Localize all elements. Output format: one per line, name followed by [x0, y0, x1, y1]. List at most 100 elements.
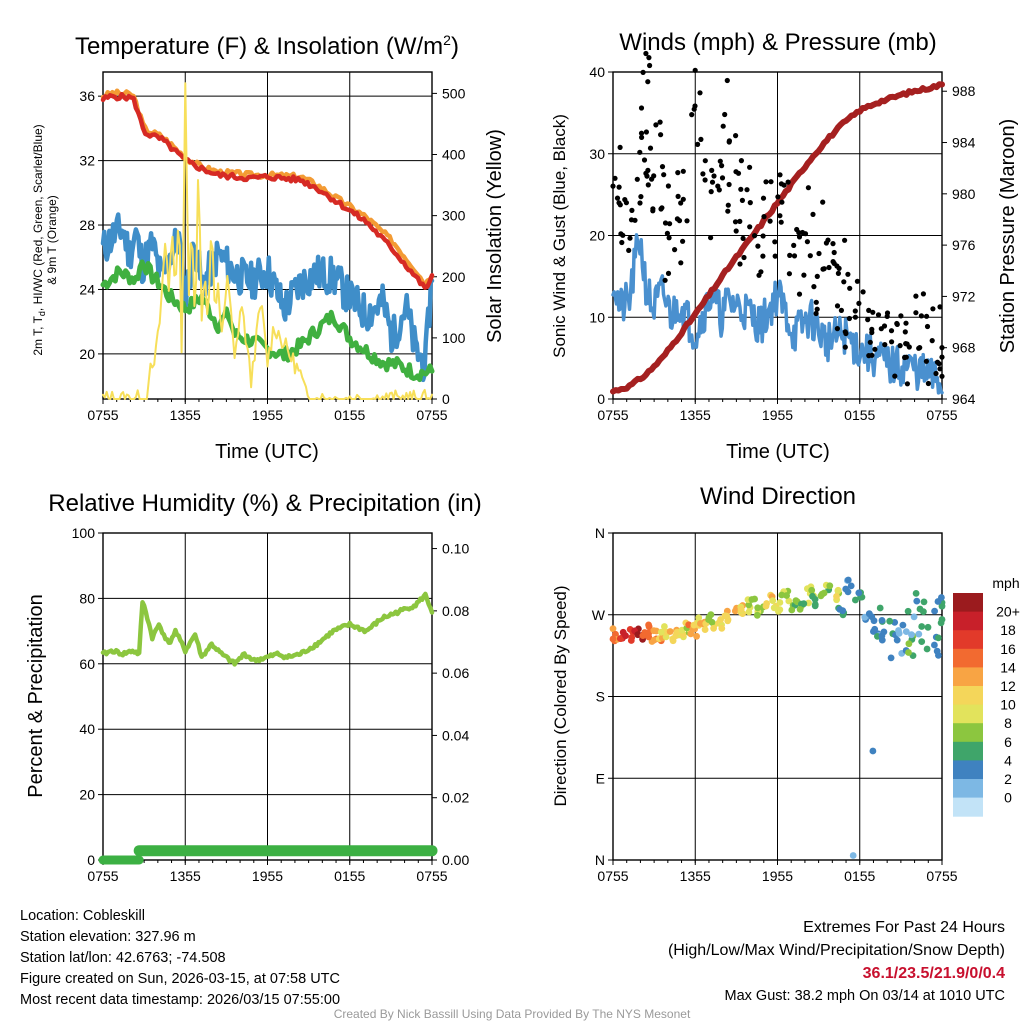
legend-label: 10	[1000, 697, 1016, 713]
direction-point	[880, 628, 888, 636]
y-tick-label: 32	[79, 153, 95, 169]
direction-point	[935, 634, 942, 642]
gust-point	[785, 179, 791, 185]
gust-point	[737, 261, 743, 267]
direction-point	[763, 600, 770, 607]
y-tick-label: 36	[79, 88, 95, 104]
direction-point	[923, 645, 931, 653]
gust-point	[805, 185, 812, 191]
direction-point	[918, 623, 926, 630]
two-meter-temp-line	[100, 91, 435, 290]
gust-point	[617, 144, 623, 150]
gust-point	[813, 299, 819, 305]
gust-point	[638, 130, 645, 136]
gust-point	[760, 233, 766, 239]
speed-legend-title: mph	[992, 575, 1019, 591]
direction-point	[609, 625, 617, 633]
gust-point	[702, 177, 708, 183]
figure-created: Figure created on Sun, 2026-03-15, at 07…	[20, 971, 340, 987]
gust-point	[752, 233, 758, 239]
gust-point	[634, 176, 640, 182]
pressure-y2label: Station Pressure (Maroon)	[997, 119, 1019, 354]
direction-point	[776, 606, 784, 614]
direction-point	[913, 597, 921, 605]
data-timestamp: Most recent data timestamp: 2026/03/15 0…	[20, 992, 341, 1008]
direction-point	[834, 587, 842, 595]
gust-point	[755, 243, 761, 249]
gust-point	[698, 136, 704, 142]
gust-point	[662, 220, 669, 226]
gust-point	[934, 359, 941, 365]
heat-index-windchill-line	[100, 212, 435, 383]
direction-point	[811, 602, 819, 610]
direction-point	[833, 593, 840, 600]
legend-swatch	[953, 779, 983, 799]
gust-point	[675, 193, 681, 199]
direction-point	[796, 606, 804, 613]
direction-point	[724, 617, 732, 625]
direction-point	[661, 623, 668, 630]
gust-point	[811, 284, 817, 290]
gust-point	[658, 206, 664, 212]
temperature-title: Temperature (F) & Insolation (W/m2)	[75, 32, 459, 60]
y-tick-label: 10	[589, 309, 605, 325]
legend-label: 2	[1004, 771, 1012, 787]
legend-swatch	[953, 704, 983, 724]
direction-point	[918, 638, 926, 645]
gust-point	[680, 168, 686, 174]
gust-point	[913, 293, 919, 299]
gust-point	[804, 239, 811, 245]
gust-point	[889, 339, 895, 345]
y2-tick-label: 0.02	[442, 790, 469, 806]
gust-point	[923, 358, 930, 364]
gust-point	[740, 235, 746, 241]
gust-point	[756, 272, 762, 278]
direction-title: Wind Direction	[700, 483, 856, 510]
gust-point	[692, 103, 698, 109]
temperature-plot-area: 0755 1355 1955 0155 0755 36 32 28 24 20 500 400 300 2…	[79, 71, 466, 423]
gust-point	[918, 313, 925, 319]
y-tick-label: 28	[79, 217, 95, 233]
direction-point	[770, 604, 778, 612]
gust-point	[637, 200, 643, 206]
direction-point	[855, 589, 863, 597]
y-tick-label: 40	[589, 64, 605, 80]
extremes-values: 36.1/23.5/21.9/0/0.4	[862, 965, 1005, 982]
x-tick-label: 0155	[334, 868, 365, 884]
y-tick-label: 20	[79, 346, 95, 362]
gust-point	[852, 308, 858, 314]
legend-label: 4	[1004, 752, 1012, 768]
x-tick-label: 1355	[170, 868, 201, 884]
legend-label: 0	[1004, 790, 1012, 806]
legend-swatch	[953, 630, 983, 650]
gust-point	[662, 277, 668, 283]
direction-point	[886, 617, 894, 625]
gust-point	[717, 158, 723, 164]
y2-tick-label: 972	[952, 288, 976, 304]
gust-point	[820, 199, 826, 205]
gust-point	[623, 200, 630, 206]
direction-point	[650, 636, 658, 644]
legend-swatch	[953, 760, 983, 780]
gust-point	[865, 317, 871, 323]
direction-point	[718, 625, 726, 632]
gust-point	[925, 380, 932, 387]
direction-point	[871, 625, 879, 633]
gust-point	[675, 170, 681, 176]
temperature-ylabel: 2m T, Td, HI/WC (Red, Green, Scarlet/Blu…	[31, 124, 47, 355]
gust-point	[725, 202, 731, 208]
direction-point	[847, 582, 855, 590]
gust-point	[614, 195, 621, 201]
gust-point	[884, 310, 891, 316]
legend-label: 12	[1000, 678, 1016, 694]
y-tick-label: 20	[79, 787, 95, 803]
direction-point	[908, 631, 915, 639]
temperature-series	[100, 82, 435, 400]
gust-point	[678, 260, 684, 266]
gust-point	[831, 249, 837, 256]
gust-point	[722, 111, 728, 118]
humidity-plot-area: 0755 1355 1955 0155 0755 100 80 60 40 20 0 0.10 0.08…	[72, 525, 470, 884]
gust-point	[904, 381, 911, 387]
gust-point	[741, 254, 747, 261]
gust-point	[709, 167, 715, 173]
